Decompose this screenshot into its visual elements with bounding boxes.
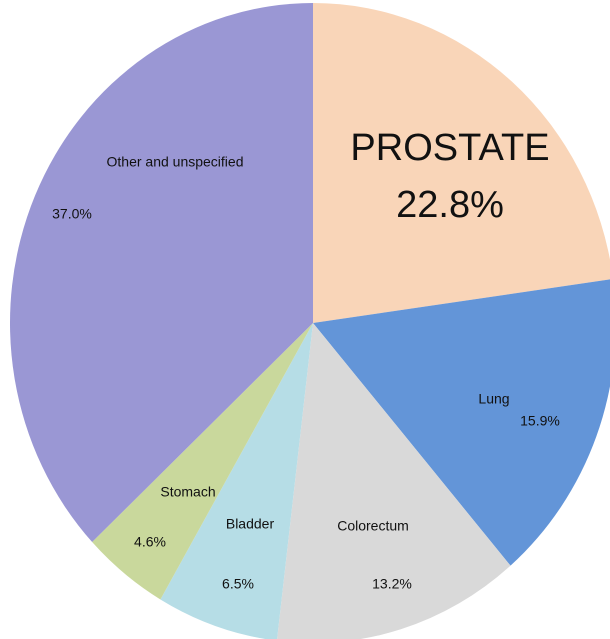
- pie-slice: [92, 323, 314, 600]
- pie-slice: [277, 323, 511, 639]
- slice-label: Bladder: [226, 516, 275, 532]
- value-label: 15.9%: [520, 413, 560, 429]
- slice-label: Other and unspecified: [107, 154, 244, 170]
- slice-label: PROSTATE: [350, 127, 549, 169]
- value-label: 13.2%: [372, 576, 412, 592]
- pie-slice: [313, 3, 610, 323]
- slice-label: Stomach: [160, 484, 215, 500]
- value-label: 4.6%: [134, 534, 166, 550]
- value-label: 6.5%: [222, 576, 254, 592]
- slice-label: Colorectum: [337, 518, 409, 534]
- value-label: 37.0%: [52, 206, 92, 222]
- pie-slice: [313, 279, 610, 566]
- slice-label: Lung: [478, 391, 509, 407]
- pie-slice: [160, 323, 313, 639]
- value-label: 22.8%: [396, 184, 504, 226]
- pie-slice: [10, 3, 314, 543]
